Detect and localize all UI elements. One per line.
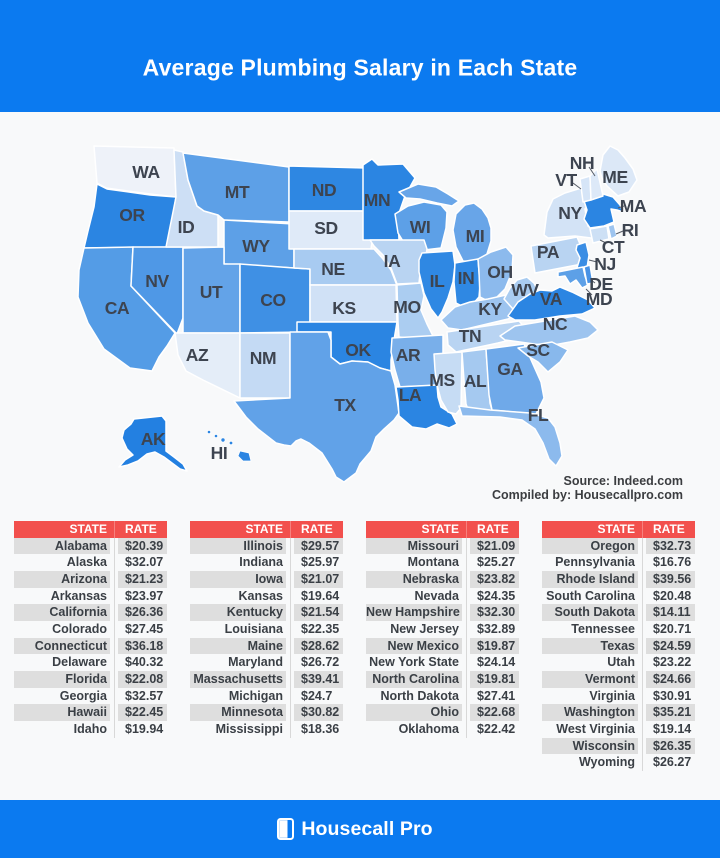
svg-text:OH: OH <box>487 262 512 282</box>
svg-text:NH: NH <box>570 153 594 173</box>
svg-text:CO: CO <box>260 290 285 310</box>
svg-text:VA: VA <box>540 289 563 309</box>
svg-text:AK: AK <box>141 429 166 449</box>
svg-text:PA: PA <box>537 242 560 262</box>
svg-text:NM: NM <box>250 348 276 368</box>
svg-text:OK: OK <box>345 340 371 360</box>
svg-text:MT: MT <box>225 182 250 202</box>
svg-text:WV: WV <box>511 280 539 300</box>
svg-text:DE: DE <box>589 274 613 294</box>
svg-text:SD: SD <box>314 218 338 238</box>
svg-text:ID: ID <box>178 217 195 237</box>
svg-text:SC: SC <box>526 340 550 360</box>
svg-text:CA: CA <box>105 298 130 318</box>
svg-text:NJ: NJ <box>594 254 616 274</box>
svg-text:WY: WY <box>242 236 270 256</box>
svg-text:OR: OR <box>119 205 145 225</box>
svg-text:NE: NE <box>321 259 345 279</box>
svg-text:AL: AL <box>464 371 487 391</box>
svg-text:NY: NY <box>558 203 582 223</box>
svg-text:NV: NV <box>145 271 169 291</box>
svg-text:CT: CT <box>602 237 625 257</box>
svg-text:ME: ME <box>602 167 627 187</box>
svg-text:MI: MI <box>466 226 485 246</box>
svg-text:IL: IL <box>430 271 445 291</box>
svg-text:AZ: AZ <box>186 345 209 365</box>
svg-text:KS: KS <box>332 298 356 318</box>
svg-text:VT: VT <box>555 170 577 190</box>
svg-text:LA: LA <box>399 385 422 405</box>
svg-text:MD: MD <box>586 289 612 309</box>
svg-text:WA: WA <box>132 162 160 182</box>
svg-text:ND: ND <box>312 180 336 200</box>
svg-text:GA: GA <box>497 359 523 379</box>
svg-text:TX: TX <box>334 395 356 415</box>
svg-text:TN: TN <box>459 326 482 346</box>
svg-text:WI: WI <box>410 217 431 237</box>
svg-text:IN: IN <box>458 268 475 288</box>
svg-text:MN: MN <box>364 190 390 210</box>
svg-text:RI: RI <box>622 220 639 240</box>
svg-text:MA: MA <box>620 196 647 216</box>
svg-text:UT: UT <box>200 282 223 302</box>
svg-text:FL: FL <box>528 405 549 425</box>
svg-text:MO: MO <box>393 297 420 317</box>
svg-text:KY: KY <box>478 299 502 319</box>
svg-text:HI: HI <box>211 443 228 463</box>
svg-text:MS: MS <box>429 370 454 390</box>
svg-text:IA: IA <box>384 251 401 271</box>
svg-text:AR: AR <box>396 345 421 365</box>
svg-text:NC: NC <box>543 314 568 334</box>
